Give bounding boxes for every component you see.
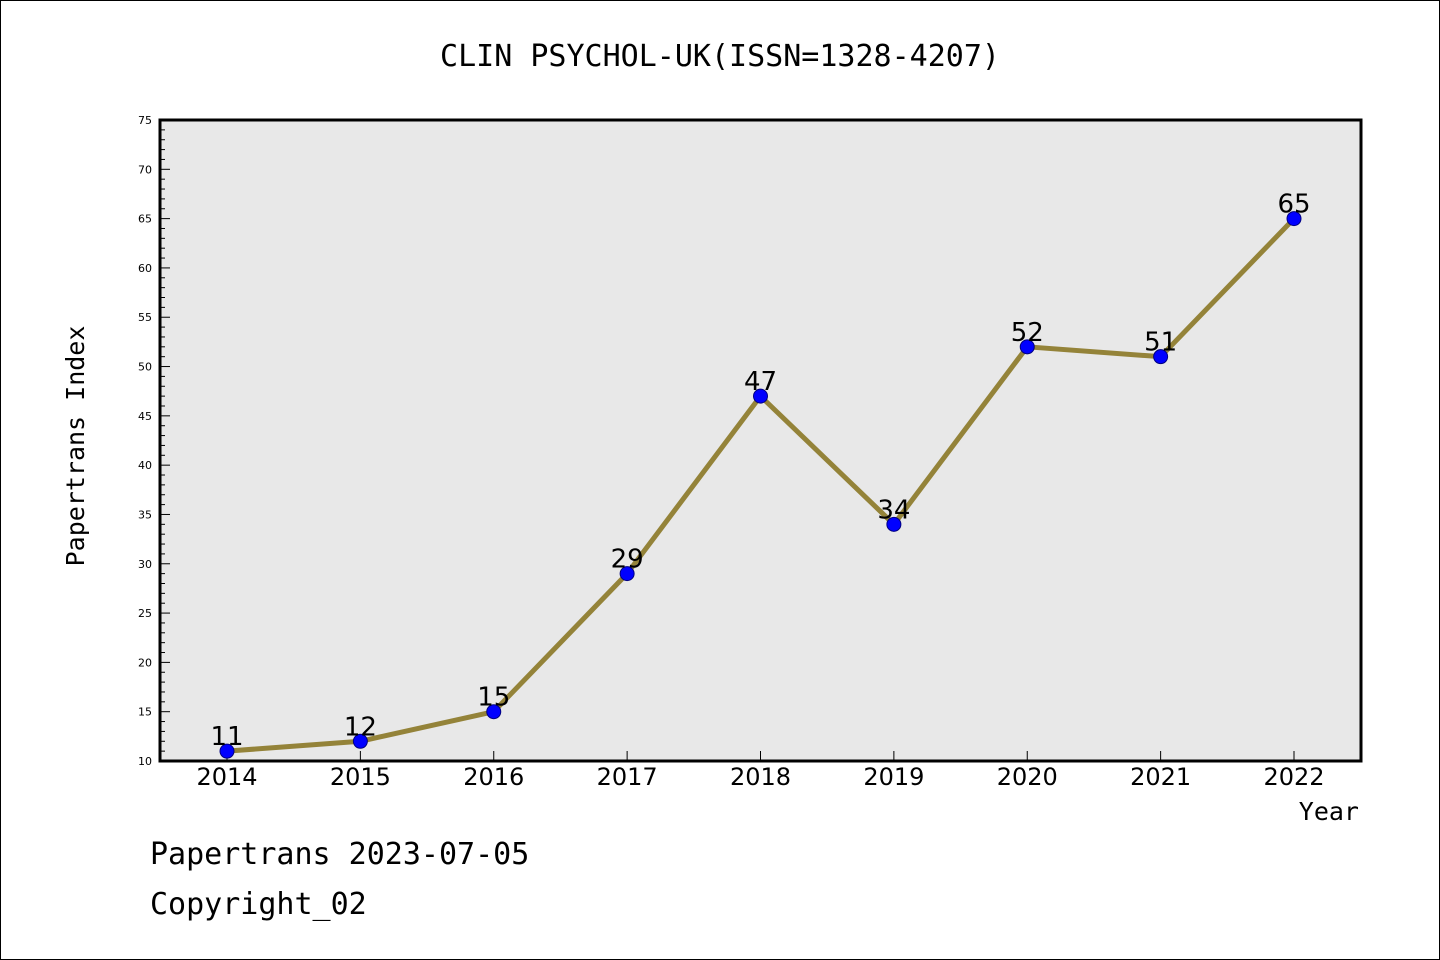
data-label: 65 [1277, 190, 1310, 220]
data-point [219, 743, 235, 759]
x-tick-label: 2017 [597, 763, 658, 791]
data-point [753, 388, 768, 404]
footer-date: Papertrans 2023-07-05 [150, 837, 529, 872]
y-axis: 10 15 20 25 30 35 40 45 50 55 60 65 70 75 [138, 114, 170, 768]
data-point [886, 516, 902, 532]
data-label: 12 [344, 712, 377, 742]
y-tick-label: 20 [138, 656, 152, 669]
x-tick-label: 2015 [330, 763, 391, 791]
data-point [619, 566, 635, 582]
data-point [1153, 349, 1169, 365]
y-tick-label: 40 [138, 459, 152, 472]
y-axis-label: Papertrans Index [61, 326, 90, 567]
x-tick-label: 2021 [1130, 763, 1191, 791]
x-tick-label: 2016 [463, 763, 524, 791]
y-tick-label: 65 [138, 213, 152, 226]
data-point [1286, 211, 1302, 227]
y-tick-label: 45 [138, 410, 152, 423]
y-tick-label: 25 [138, 607, 152, 620]
data-point [352, 733, 368, 749]
data-label: 29 [611, 545, 644, 575]
data-points [219, 211, 1302, 759]
x-axis-label: Year [1299, 797, 1359, 826]
x-tick-label: 2020 [997, 763, 1058, 791]
y-tick-label: 60 [138, 262, 152, 275]
y-tick-label: 75 [138, 114, 152, 127]
plot-area [158, 118, 1363, 763]
x-tick-label: 2022 [1263, 763, 1324, 791]
data-label: 11 [210, 722, 243, 752]
y-tick-label: 30 [138, 558, 152, 571]
data-point [486, 704, 502, 720]
x-axis: 2014 2015 2016 2017 2018 2019 2020 2021 2022 [196, 751, 1325, 791]
x-tick-label: 2018 [730, 763, 791, 791]
y-tick-label: 35 [138, 508, 152, 521]
data-label: 52 [1011, 318, 1044, 348]
data-point [1019, 339, 1035, 355]
x-tick-label: 2014 [196, 763, 257, 791]
x-tick-label: 2019 [863, 763, 924, 791]
data-label: 15 [477, 683, 510, 713]
footer-copyright: Copyright_02 [150, 887, 367, 922]
y-tick-label: 70 [138, 163, 152, 176]
y-tick-label: 15 [138, 706, 152, 719]
y-tick-label: 55 [138, 311, 152, 324]
data-label: 51 [1144, 328, 1177, 358]
data-label: 47 [744, 367, 777, 397]
y-tick-label: 50 [138, 361, 152, 374]
chart-title: CLIN PSYCHOL-UK(ISSN=1328-4207) [440, 39, 1000, 74]
y-tick-label: 10 [138, 755, 152, 768]
data-label: 34 [877, 495, 910, 525]
data-labels: 11 12 15 29 47 34 52 51 65 [210, 190, 1310, 753]
